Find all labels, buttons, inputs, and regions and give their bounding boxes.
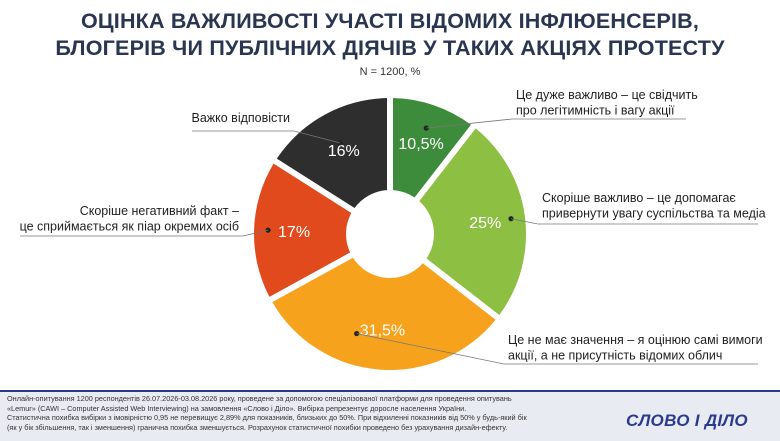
leader-line-4 xyxy=(20,229,269,237)
methodology-line-3: Статистична похибка вибірки з імовірніст… xyxy=(7,413,527,423)
slice-value-label-4: 17% xyxy=(278,224,310,241)
methodology-line-2: «Lemur» (CAWI – Computer Assisted Web In… xyxy=(7,403,467,413)
chart-title: ОЦІНКА ВАЖЛИВОСТІ УЧАСТІ ВІДОМИХ ІНФЛЮЕН… xyxy=(0,8,780,62)
slice-value-label-3: 31,5% xyxy=(360,323,405,340)
slice-value-label-2: 25% xyxy=(469,215,501,232)
chart-subtitle: N = 1200, % xyxy=(359,66,421,78)
slice-2 xyxy=(419,128,526,315)
category-label-5: Важко відповісти xyxy=(192,111,291,125)
leader-line-2 xyxy=(510,218,758,225)
leader-line-3 xyxy=(356,333,758,365)
category-label-3: Це не має значення – я оцінюю самі вимог… xyxy=(508,333,763,363)
methodology-line-1: Онлайн-опитування 1200 респондентів 26.0… xyxy=(7,394,512,403)
leader-line-1 xyxy=(426,118,686,129)
title-line-1: ОЦІНКА ВАЖЛИВОСТІ УЧАСТІ ВІДОМИХ ІНФЛЮЕН… xyxy=(80,9,700,33)
methodology-line-4: (як у бік збільшення, так і зменшення) г… xyxy=(7,422,508,432)
slice-4 xyxy=(253,163,352,297)
leader-dot-4 xyxy=(265,227,271,233)
donut-chart: 10,5% Це дуже важливо – це свідчить про ле… xyxy=(20,88,766,370)
brand-logo: СЛОВО І ДІЛО xyxy=(626,411,748,430)
slice-value-label-1: 10,5% xyxy=(398,136,443,153)
slice-1 xyxy=(392,98,471,198)
methodology-footer: Онлайн-опитування 1200 респондентів 26.0… xyxy=(0,390,780,441)
slice-value-label-5: 16% xyxy=(328,143,360,160)
slice-5 xyxy=(276,98,388,208)
category-label-2: Скоріше важливо – це допомагає привернути… xyxy=(542,191,766,221)
slice-3 xyxy=(272,257,496,370)
title-line-2: БЛОГЕРІВ ЧИ ПУБЛІЧНИХ ДІЯЧІВ У ТАКИХ АКЦ… xyxy=(55,36,725,60)
leader-line-5 xyxy=(192,130,340,144)
category-label-1: Це дуже важливо – це свідчить про легітим… xyxy=(516,88,698,118)
category-label-4: Скоріше негативний факт – це сприймається… xyxy=(20,204,239,234)
methodology-note: Онлайн-опитування 1200 респондентів 26.0… xyxy=(7,394,617,432)
